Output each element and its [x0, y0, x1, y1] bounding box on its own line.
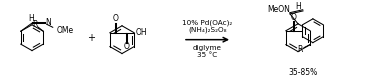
Text: 35 °C: 35 °C — [197, 52, 218, 58]
Text: H: H — [295, 2, 301, 11]
Text: 35-85%: 35-85% — [288, 68, 318, 77]
Text: R: R — [33, 20, 38, 29]
Text: O: O — [291, 13, 297, 22]
Text: O: O — [124, 42, 130, 51]
Text: OH: OH — [136, 28, 147, 37]
Text: H: H — [28, 14, 34, 23]
Text: (NH₄)₂S₂O₈: (NH₄)₂S₂O₈ — [188, 27, 227, 33]
Text: diglyme: diglyme — [193, 45, 222, 51]
Text: +: + — [87, 33, 95, 43]
Text: MeON: MeON — [268, 5, 290, 14]
Text: 10% Pd(OAc)₂: 10% Pd(OAc)₂ — [182, 20, 232, 26]
Text: OMe: OMe — [57, 26, 74, 35]
Text: N: N — [46, 18, 51, 27]
Text: O: O — [113, 14, 119, 23]
Text: R: R — [297, 45, 303, 54]
